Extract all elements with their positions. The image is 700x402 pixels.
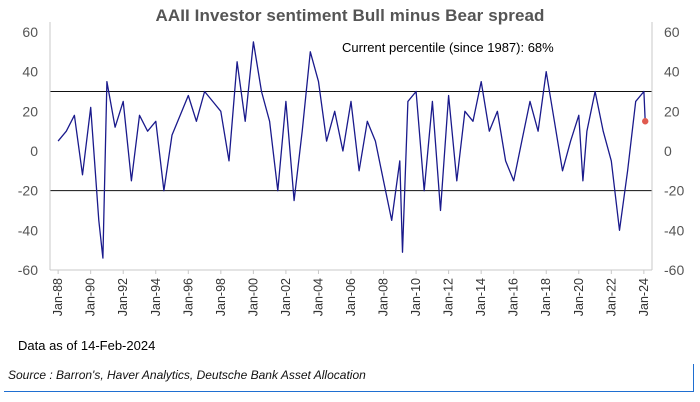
y-tick-right: 40 — [664, 64, 680, 80]
y-tick-left: 40 — [22, 64, 38, 80]
x-tick-label: Jan-00 — [246, 278, 260, 316]
x-tick-label: Jan-18 — [539, 278, 553, 316]
axes — [49, 22, 653, 271]
y-tick-right: 20 — [664, 103, 680, 119]
series-line — [57, 41, 646, 259]
y-tick-left: -40 — [18, 222, 38, 238]
data-as-of-note: Data as of 14-Feb-2024 — [18, 338, 156, 353]
x-tick-label: Jan-88 — [51, 278, 65, 316]
tick-labels: 60 60 40 40 20 20 0 0 -20 -20 -40 -40 -60 -60 Jan-88 Ja… — [18, 24, 685, 316]
chart-subtitle: Current percentile (since 1987): 68% — [342, 40, 554, 55]
x-tick-label: Jan-20 — [572, 278, 586, 316]
x-tick-label: Jan-94 — [149, 278, 163, 316]
x-tick-label: Jan-24 — [637, 278, 651, 316]
current-point-marker — [642, 118, 649, 125]
x-tick-label: Jan-22 — [604, 278, 618, 316]
y-tick-right: -40 — [664, 222, 684, 238]
x-tick-label: Jan-02 — [279, 278, 293, 316]
y-tick-left: -20 — [18, 183, 38, 199]
source-text: Source : Barron's, Haver Analytics, Deut… — [8, 368, 366, 382]
source-box — [4, 364, 694, 392]
x-tick-label: Jan-96 — [181, 278, 195, 316]
y-tick-left: 20 — [22, 103, 38, 119]
chart-title: AAII Investor sentiment Bull minus Bear … — [155, 6, 545, 25]
y-tick-left: 0 — [30, 143, 38, 159]
x-tick-label: Jan-04 — [311, 278, 325, 316]
x-tick-label: Jan-98 — [214, 278, 228, 316]
y-tick-right: -20 — [664, 183, 684, 199]
y-tick-right: 0 — [664, 143, 672, 159]
reference-lines — [50, 91, 652, 192]
x-tick-label: Jan-10 — [409, 278, 423, 316]
y-tick-right: 60 — [664, 24, 680, 40]
y-tick-left: -60 — [18, 262, 38, 278]
x-tick-label: Jan-92 — [116, 278, 130, 316]
series-layer — [57, 41, 649, 259]
x-tick-label: Jan-14 — [474, 278, 488, 316]
x-tick-label: Jan-12 — [442, 278, 456, 316]
x-tick-label: Jan-06 — [344, 278, 358, 316]
x-tick-label: Jan-08 — [377, 278, 391, 316]
x-tick-label: Jan-16 — [507, 278, 521, 316]
y-tick-right: -60 — [664, 262, 684, 278]
x-tick-label: Jan-90 — [84, 278, 98, 316]
y-tick-left: 60 — [22, 24, 38, 40]
